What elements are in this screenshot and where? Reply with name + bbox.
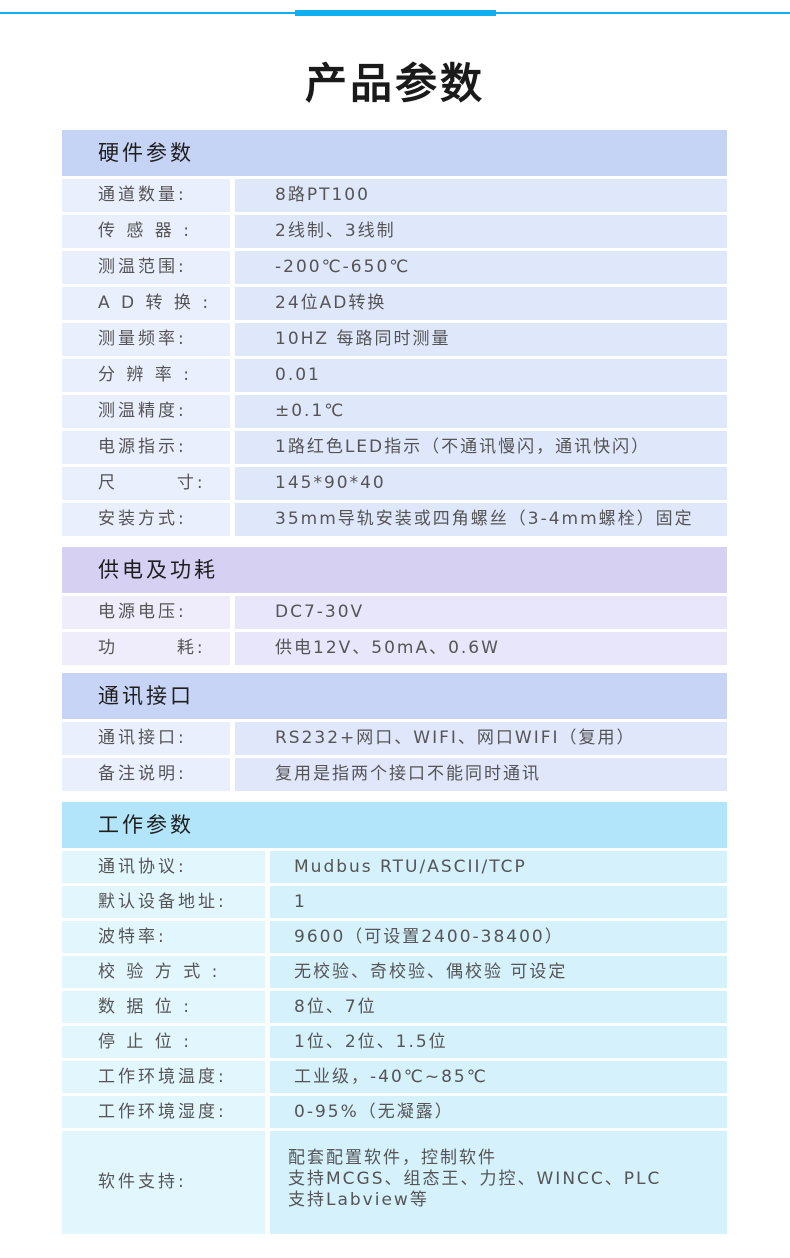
spec-row: 通讯协议: Mudbus RTU/ASCII/TCP [62,851,727,883]
spec-label: 工作环境温度: [62,1061,265,1093]
spec-value: ±0.1℃ [235,395,727,428]
spec-row: 通道数量: 8路PT100 [62,179,727,212]
spec-section: 硬件参数 通道数量: 8路PT100 传 感 器 :2线制、3线制 测温范围: -200℃… [62,130,727,536]
spec-value: 8位、7位 [270,991,727,1023]
spec-row: 电源电压: DC7-30V [62,596,727,629]
spec-value: 工业级，-40℃~85℃ [270,1061,727,1093]
spec-label: 软件支持: [62,1131,265,1234]
spec-row: 波特率: 9600（可设置2400-38400） [62,921,727,953]
section-heading: 工作参数 [62,802,727,848]
spec-label: 尺 寸: [62,467,230,500]
spec-value: 24位AD转换 [235,287,727,320]
spec-value: 0.01 [235,359,727,392]
spec-value: 9600（可设置2400-38400） [270,921,727,953]
spec-row: 默认设备地址: 1 [62,886,727,918]
spec-section: 通讯接口 通讯接口: RS232+网口、WIFI、网口WIFI（复用） 备注说明: 复用… [62,673,727,791]
spec-label: 波特率: [62,921,265,953]
spec-row: 功 耗: 供电12V、50mA、0.6W [62,632,727,665]
section-heading: 供电及功耗 [62,547,727,593]
spec-row: 数 据 位 :8位、7位 [62,991,727,1023]
page-title: 产品参数 [304,59,485,108]
spec-row: 通讯接口: RS232+网口、WIFI、网口WIFI（复用） [62,722,727,755]
spec-row: 传 感 器 :2线制、3线制 [62,215,727,248]
spec-row: 停 止 位 :1位、2位、1.5位 [62,1026,727,1058]
spec-value: 配套配置软件，控制软件 支持MCGS、组态王、力控、WINCC、PLC 支持La… [270,1131,727,1234]
spec-label: 校 验 方 式 : [62,956,265,988]
spec-label: 测量频率: [62,323,230,356]
spec-value: 10HZ 每路同时测量 [235,323,727,356]
spec-row: 测量频率: 10HZ 每路同时测量 [62,323,727,356]
spec-label: 停 止 位 : [62,1026,265,1058]
spec-row: 电源指示: 1路红色LED指示（不通讯慢闪，通讯快闪） [62,431,727,464]
spec-label: 备注说明: [62,758,230,791]
spec-row: 软件支持: 配套配置软件，控制软件 支持MCGS、组态王、力控、WINCC、PLC… [62,1131,727,1234]
spec-label: 电源电压: [62,596,230,629]
spec-row: 测温范围: -200℃-650℃ [62,251,727,284]
spec-row: 分 辨 率 :0.01 [62,359,727,392]
spec-row: 备注说明: 复用是指两个接口不能同时通讯 [62,758,727,791]
spec-label: 数 据 位 : [62,991,265,1023]
spec-value: DC7-30V [235,596,727,629]
spec-label: 测温范围: [62,251,230,284]
spec-value: RS232+网口、WIFI、网口WIFI（复用） [235,722,727,755]
spec-row: A D 转 换 :24位AD转换 [62,287,727,320]
spec-label: 通讯接口: [62,722,230,755]
spec-row: 测温精度: ±0.1℃ [62,395,727,428]
spec-value: 0-95%（无凝露） [270,1096,727,1128]
spec-value: 8路PT100 [235,179,727,212]
spec-value: 2线制、3线制 [235,215,727,248]
spec-value: 无校验、奇校验、偶校验 可设定 [270,956,727,988]
section-heading: 通讯接口 [62,673,727,719]
spec-row: 安装方式: 35mm导轨安装或四角螺丝（3-4mm螺栓）固定 [62,503,727,536]
spec-value: Mudbus RTU/ASCII/TCP [270,851,727,883]
spec-value: 1位、2位、1.5位 [270,1026,727,1058]
spec-label: 工作环境湿度: [62,1096,265,1128]
spec-value: 供电12V、50mA、0.6W [235,632,727,665]
spec-label: 测温精度: [62,395,230,428]
spec-value: 1 [270,886,727,918]
spec-label: 默认设备地址: [62,886,265,918]
spec-label: 安装方式: [62,503,230,536]
spec-value: -200℃-650℃ [235,251,727,284]
spec-section: 供电及功耗 电源电压: DC7-30V 功 耗: 供电12V、50mA、0.6W [62,547,727,665]
spec-row: 校 验 方 式 : 无校验、奇校验、偶校验 可设定 [62,956,727,988]
spec-row: 工作环境温度: 工业级，-40℃~85℃ [62,1061,727,1093]
top-accent-bar [295,10,496,16]
spec-label: 通讯协议: [62,851,265,883]
spec-label: A D 转 换 : [62,287,230,320]
spec-label: 通道数量: [62,179,230,212]
spec-value: 35mm导轨安装或四角螺丝（3-4mm螺栓）固定 [235,503,727,536]
spec-label: 分 辨 率 : [62,359,230,392]
spec-row: 工作环境湿度: 0-95%（无凝露） [62,1096,727,1128]
spec-label: 传 感 器 : [62,215,230,248]
spec-value: 复用是指两个接口不能同时通讯 [235,758,727,791]
spec-label: 功 耗: [62,632,230,665]
spec-value: 145*90*40 [235,467,727,500]
spec-label: 电源指示: [62,431,230,464]
section-heading: 硬件参数 [62,130,727,176]
spec-row: 尺 寸: 145*90*40 [62,467,727,500]
spec-value: 1路红色LED指示（不通讯慢闪，通讯快闪） [235,431,727,464]
spec-section: 工作参数 通讯协议: Mudbus RTU/ASCII/TCP 默认设备地址: 1 波特率… [62,802,727,1234]
